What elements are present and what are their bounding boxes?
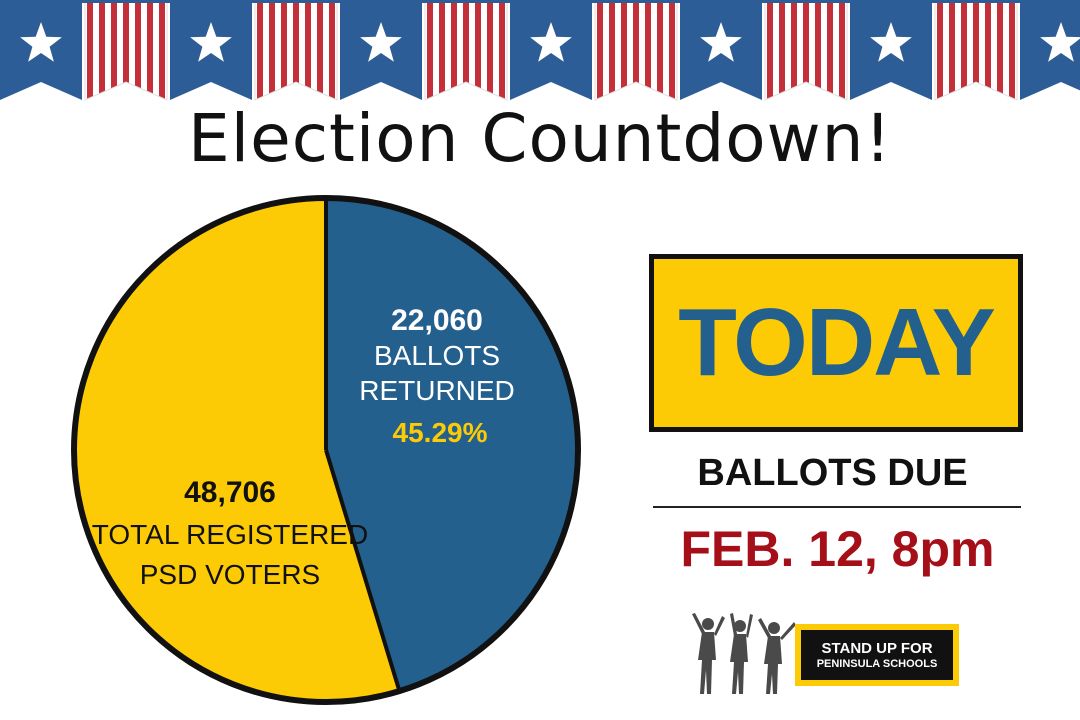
today-label: TODAY (678, 289, 995, 396)
flag-bunting (0, 0, 1080, 101)
registered-label-line: PSD VOTERS (140, 559, 320, 590)
pie-outline (71, 195, 581, 705)
logo-line-2: PENINSULA SCHOOLS (816, 657, 938, 670)
pie-slice-returned (326, 198, 579, 692)
returned-label-line: BALLOTS (374, 340, 500, 371)
star-icon (700, 22, 742, 62)
registered-label-line: TOTAL REGISTERED (92, 519, 368, 550)
star-icon (190, 22, 232, 62)
returned-value-label: 22,060 (391, 304, 483, 337)
children-silhouettes-icon (692, 613, 796, 694)
star-pennant (170, 2, 252, 100)
star-pennant (680, 2, 762, 100)
star-icon (1040, 22, 1080, 62)
today-box: TODAY (649, 254, 1023, 432)
divider (653, 506, 1021, 508)
logo-inner: STAND UP FOR PENINSULA SCHOOLS (801, 630, 953, 680)
ballots-due-label: BALLOTS DUE (697, 452, 968, 494)
star-pennant (1020, 2, 1080, 100)
returned-label-line: RETURNED (359, 375, 515, 406)
returned-percent-label: 45.29% (393, 417, 488, 448)
pie-slice-registered (74, 198, 400, 703)
page-title: Election Countdown! (188, 100, 892, 177)
due-date: FEB. 12, 8pm (680, 521, 995, 577)
registered-value-label: 48,706 (184, 476, 276, 509)
star-pennant (0, 2, 82, 100)
star-pennant (340, 2, 422, 100)
star-icon (530, 22, 572, 62)
star-pennant (850, 2, 932, 100)
star-icon (870, 22, 912, 62)
logo-line-1: STAND UP FOR (821, 639, 933, 657)
logo-badge: STAND UP FOR PENINSULA SCHOOLS (795, 624, 959, 686)
star-pennant (510, 2, 592, 100)
pie-divider (324, 449, 402, 692)
star-icon (360, 22, 402, 62)
star-icon (20, 22, 62, 62)
